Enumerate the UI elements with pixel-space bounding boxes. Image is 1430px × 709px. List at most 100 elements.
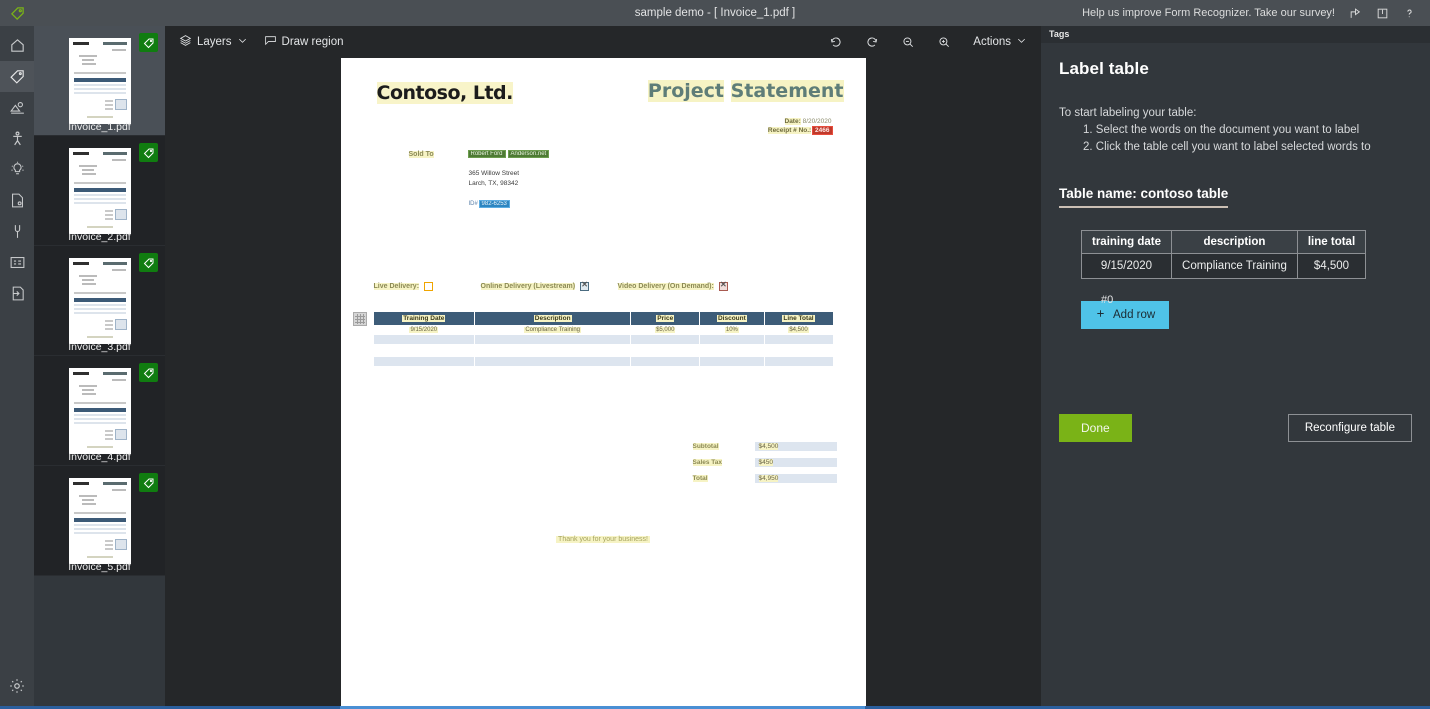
tagged-badge-icon: [139, 363, 158, 382]
doc-statement-title[interactable]: Project Statement: [647, 80, 844, 102]
doc-date-row[interactable]: Date: 8/20/2020: [784, 118, 832, 125]
doc-id-value[interactable]: 982-6253: [478, 200, 510, 208]
th-discount[interactable]: Discount: [699, 312, 765, 325]
list-item[interactable]: Invoice_2.pdf: [34, 136, 165, 246]
checkbox-checked-icon[interactable]: [580, 280, 590, 291]
label-th-line-total[interactable]: line total: [1296, 230, 1367, 254]
list-item[interactable]: Invoice_5.pdf: [34, 466, 165, 576]
doc-soldto-name1[interactable]: Robert Ford: [467, 150, 506, 158]
label-table-header-row: training date description line total: [1080, 230, 1367, 254]
thumbnail-preview: [68, 257, 131, 344]
list-item[interactable]: Invoice_1.pdf: [34, 26, 165, 136]
draw-region-label: Draw region: [281, 36, 344, 48]
doc-soldto-label: Sold To: [408, 151, 434, 158]
list-item-label: Invoice_4.pdf: [68, 451, 131, 463]
cell-discount[interactable]: 10%: [699, 325, 765, 335]
rotate-right-icon[interactable]: [865, 35, 879, 49]
delivery-live[interactable]: Live Delivery:: [373, 282, 434, 291]
th-training-date[interactable]: Training Date: [373, 312, 476, 325]
rotate-left-icon[interactable]: [829, 35, 843, 49]
book-icon[interactable]: [1376, 7, 1389, 20]
doc-receipt-value[interactable]: 2466: [812, 126, 833, 135]
doc-address-line1[interactable]: 365 Willow Street: [468, 170, 520, 177]
table-row[interactable]: 9/15/2020 Compliance Training $5,000 10%…: [373, 325, 834, 335]
totals-salestax-value[interactable]: $450: [754, 457, 837, 467]
title-bar: sample demo - [ Invoice_1.pdf ] Help us …: [0, 0, 1430, 26]
doc-thanks-note[interactable]: Thank you for your business!: [556, 536, 650, 543]
table-row[interactable]: 9/15/2020 Compliance Training $4,500: [1080, 253, 1367, 279]
th-line-total[interactable]: Line Total: [764, 312, 834, 325]
list-item-label: Invoice_1.pdf: [68, 121, 131, 133]
zoom-out-icon[interactable]: [901, 35, 915, 49]
doc-id-row[interactable]: ID# 982-6253: [468, 200, 510, 208]
add-row-button[interactable]: Add row: [1081, 301, 1170, 329]
sidebar-item-predict[interactable]: [0, 154, 34, 185]
doc-address-line2[interactable]: Larch, TX, 98342: [468, 180, 519, 187]
totals-subtotal-value[interactable]: $4,500: [754, 441, 837, 451]
document-thumbnail-list[interactable]: Invoice_1.pdf Invoice_2.pdf: [34, 26, 165, 709]
doc-soldto-name2[interactable]: Anderson.net: [507, 150, 550, 158]
reconfigure-table-button[interactable]: Reconfigure table: [1287, 414, 1412, 442]
table-grip-handle[interactable]: [352, 312, 367, 326]
label-cell-training-date[interactable]: 9/15/2020: [1080, 253, 1173, 279]
sidebar-item-home[interactable]: [0, 30, 34, 61]
doc-date-value[interactable]: 8/20/2020: [802, 118, 832, 125]
totals-row[interactable]: Sales Tax $450: [692, 454, 853, 470]
doc-statement-word2: Statement: [730, 80, 844, 102]
doc-line-items-table[interactable]: Training Date Description Price Discount…: [373, 312, 834, 366]
actions-button[interactable]: Actions: [973, 35, 1027, 49]
label-cell-description[interactable]: Compliance Training: [1171, 253, 1298, 279]
totals-row[interactable]: Subtotal $4,500: [692, 438, 853, 454]
settings-gear-icon[interactable]: [0, 670, 34, 701]
survey-link[interactable]: Help us improve Form Recognizer. Take ou…: [1082, 7, 1335, 19]
list-item-label: Invoice_2.pdf: [68, 231, 131, 243]
instruction-step-1: 1. Select the words on the document you …: [1083, 124, 1360, 136]
cell-price[interactable]: $5,000: [630, 325, 701, 335]
table-row-blank[interactable]: [373, 335, 834, 344]
label-th-training-date[interactable]: training date: [1080, 230, 1173, 254]
list-item[interactable]: Invoice_4.pdf: [34, 356, 165, 466]
layers-button[interactable]: Layers: [179, 34, 248, 50]
thumbnail-preview: [68, 37, 131, 124]
th-price[interactable]: Price: [630, 312, 701, 325]
checkbox-unchecked-icon[interactable]: [424, 282, 434, 291]
table-row-blank[interactable]: [373, 357, 834, 366]
pdf-page[interactable]: Contoso, Ltd. Project Statement Date: 8/…: [340, 58, 866, 709]
zoom-in-icon[interactable]: [937, 35, 951, 49]
sidebar-item-layout[interactable]: [0, 278, 34, 309]
totals-total-value[interactable]: $4,950: [754, 473, 837, 483]
app-logo: [0, 6, 34, 21]
done-button[interactable]: Done: [1059, 414, 1132, 442]
label-th-description[interactable]: description: [1171, 230, 1298, 254]
checkbox-checked-icon[interactable]: [718, 280, 728, 291]
sidebar-item-model-compose[interactable]: [0, 185, 34, 216]
sidebar-item-analyze[interactable]: [0, 216, 34, 247]
doc-company-name[interactable]: Contoso, Ltd.: [376, 82, 513, 104]
totals-row[interactable]: Total $4,950: [692, 470, 853, 486]
cell-training-date[interactable]: 9/15/2020: [373, 325, 476, 335]
editor-toolbar: Layers Draw region: [165, 26, 1041, 58]
table-name-heading: Table name: contoso table: [1059, 186, 1229, 208]
cell-description[interactable]: Compliance Training: [474, 325, 632, 335]
label-cell-line-total[interactable]: $4,500: [1296, 253, 1367, 279]
sidebar-item-connections[interactable]: [0, 92, 34, 123]
document-canvas[interactable]: Contoso, Ltd. Project Statement Date: 8/…: [165, 58, 1041, 709]
doc-id-label: ID#: [468, 201, 478, 207]
sidebar-item-train[interactable]: [0, 123, 34, 154]
sidebar-item-tag-editor[interactable]: [0, 61, 34, 92]
cell-line-total[interactable]: $4,500: [764, 325, 834, 335]
sidebar-item-prebuilt[interactable]: [0, 247, 34, 278]
delivery-video[interactable]: Video Delivery (On Demand):: [617, 280, 728, 291]
help-icon[interactable]: [1403, 7, 1416, 20]
doc-date-label: Date:: [784, 118, 801, 125]
table-row-gap: [373, 344, 833, 357]
doc-receipt-row[interactable]: Receipt # No.: 2466: [767, 126, 833, 135]
list-item[interactable]: Invoice_3.pdf: [34, 246, 165, 356]
draw-region-button[interactable]: Draw region: [264, 34, 344, 50]
doc-soldto-name[interactable]: Robert Ford Anderson.net: [467, 150, 553, 158]
delivery-online[interactable]: Online Delivery (Livestream): [480, 280, 590, 291]
actions-label: Actions: [973, 36, 1011, 48]
label-table[interactable]: #0 training date description line total …: [1080, 230, 1412, 306]
share-icon[interactable]: [1349, 7, 1362, 20]
th-description[interactable]: Description: [474, 312, 632, 325]
